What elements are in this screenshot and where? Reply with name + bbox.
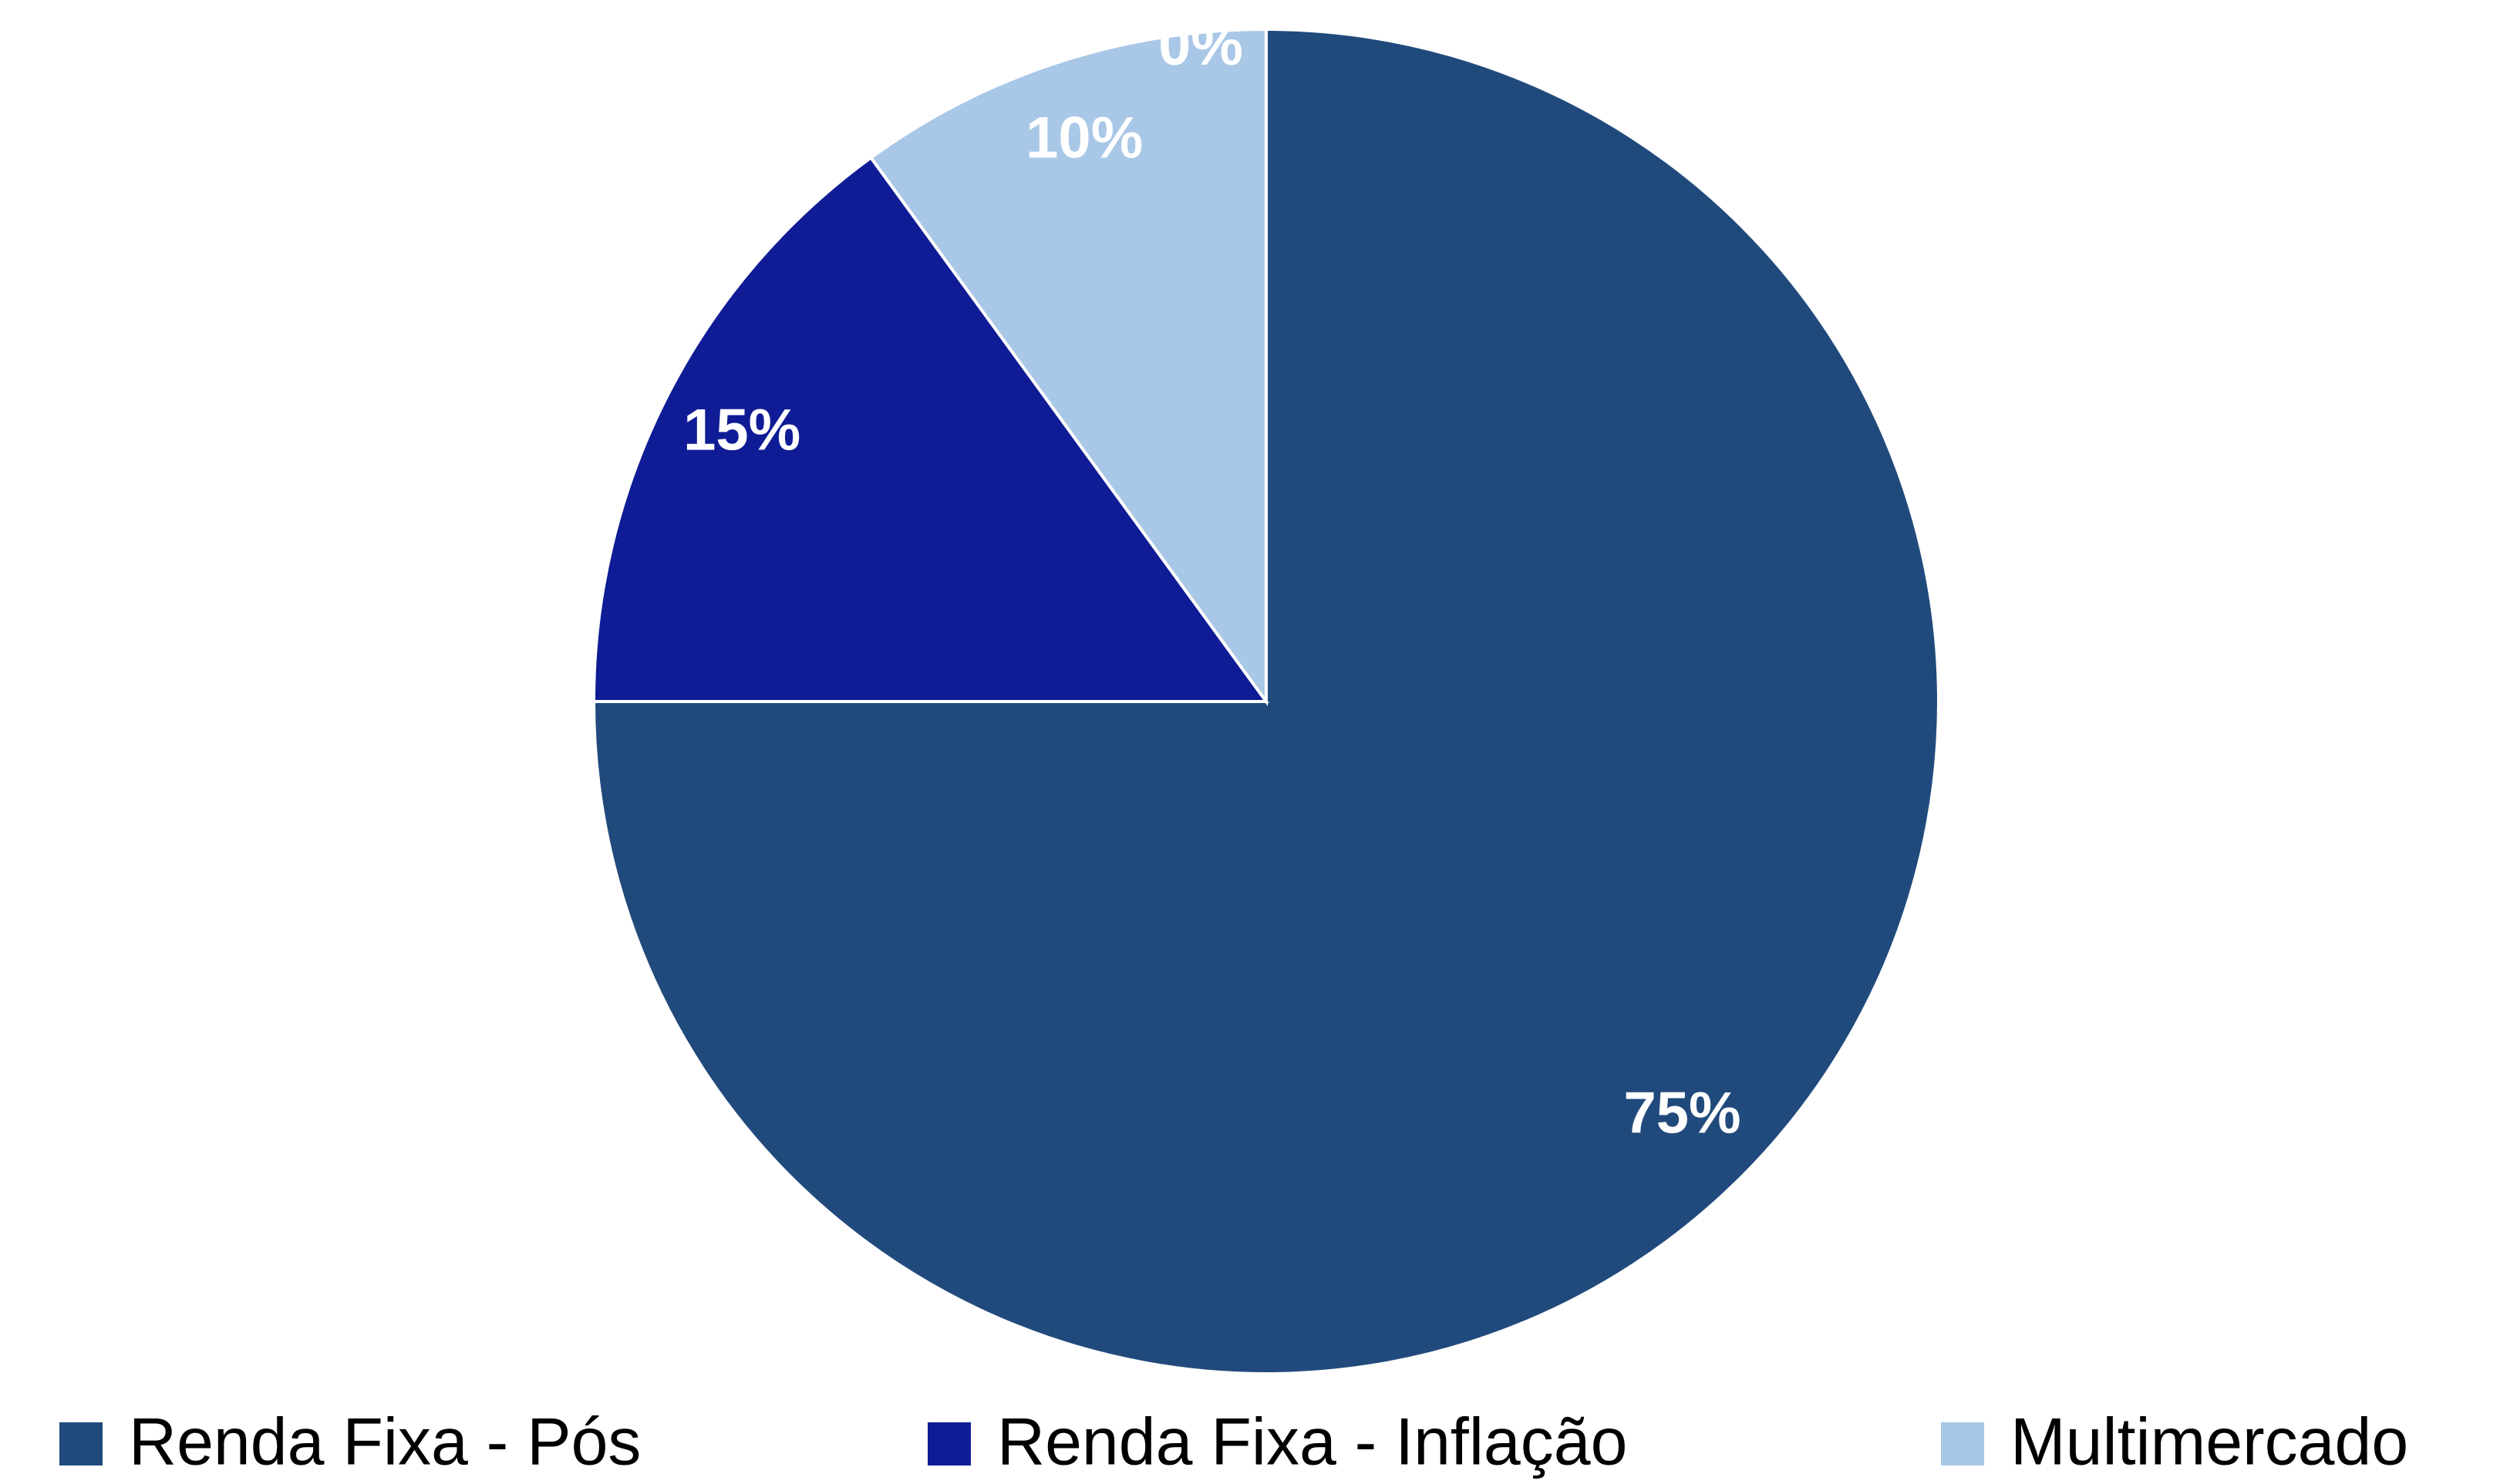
legend-label: Renda Fixa - Inflação bbox=[997, 1405, 1627, 1479]
data-label: 0% bbox=[1158, 12, 1243, 78]
pie-slice bbox=[868, 27, 1268, 707]
data-label: 10% bbox=[1026, 105, 1143, 170]
data-label: 15% bbox=[683, 398, 800, 463]
pie-slice bbox=[591, 155, 1269, 703]
legend-marker bbox=[928, 1422, 971, 1465]
data-label: 75% bbox=[1623, 1081, 1740, 1146]
pie-slice bbox=[591, 27, 1940, 1375]
legend-marker bbox=[1941, 1422, 1984, 1465]
legend-label: Renda Fixa - Pós bbox=[129, 1405, 641, 1479]
legend-marker bbox=[59, 1422, 103, 1465]
legend-label: Multimercado bbox=[2010, 1405, 2408, 1479]
